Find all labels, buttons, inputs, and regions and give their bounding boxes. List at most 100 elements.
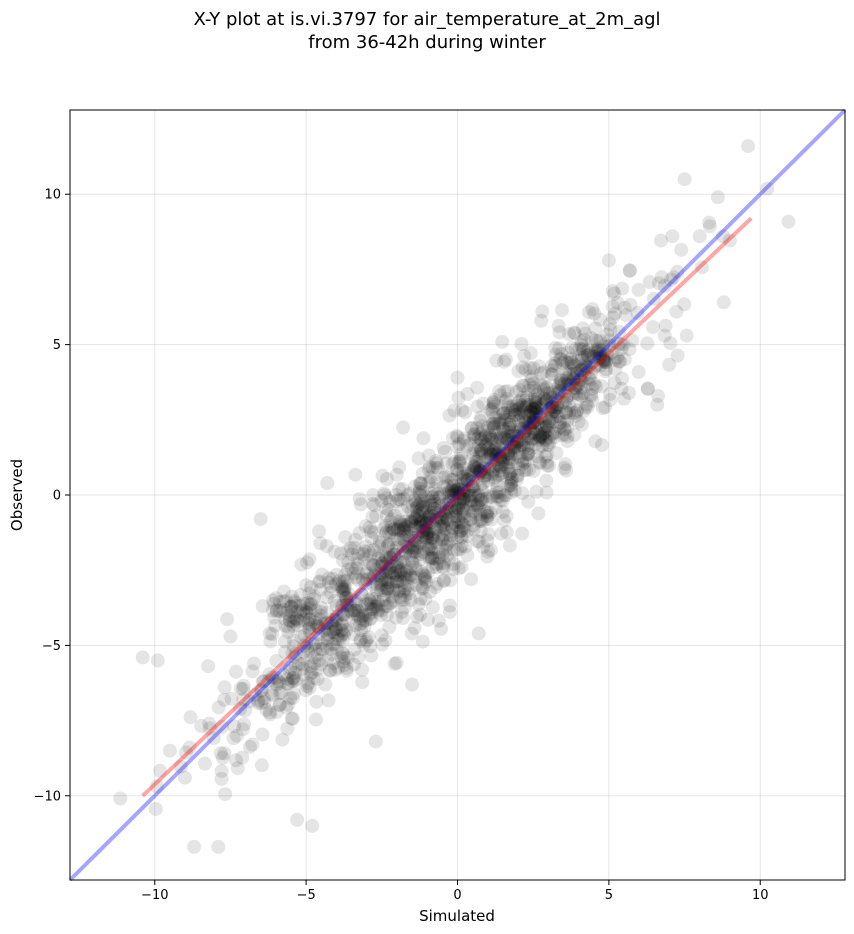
data-point: [334, 650, 349, 665]
data-point: [365, 557, 380, 572]
data-point: [760, 181, 775, 196]
data-point: [502, 466, 517, 481]
data-point: [393, 568, 408, 583]
data-point: [521, 441, 536, 456]
data-point: [361, 544, 376, 558]
data-point: [297, 638, 312, 653]
data-point: [376, 593, 391, 608]
data-point: [640, 382, 655, 396]
data-point: [413, 547, 428, 562]
data-point: [442, 598, 457, 613]
data-point: [630, 306, 645, 320]
data-point: [490, 489, 505, 504]
data-point: [293, 598, 308, 613]
data-point: [303, 601, 318, 616]
data-point: [498, 406, 513, 421]
data-point: [405, 540, 420, 555]
data-point: [450, 430, 465, 445]
data-point: [559, 463, 574, 478]
data-point: [301, 676, 316, 691]
data-point: [422, 550, 437, 564]
data-point: [361, 597, 375, 612]
data-point: [526, 361, 541, 376]
data-point: [389, 571, 404, 586]
data-point: [397, 592, 412, 607]
data-point: [542, 434, 557, 449]
data-point: [533, 431, 548, 446]
data-point: [465, 479, 480, 494]
data-point: [303, 597, 318, 612]
data-point: [238, 703, 253, 718]
data-point: [395, 482, 410, 497]
data-point: [351, 565, 366, 580]
data-point: [586, 349, 601, 364]
data-point: [502, 428, 516, 443]
data-point: [432, 491, 446, 505]
data-point: [236, 682, 250, 697]
data-point: [502, 417, 517, 432]
data-point: [593, 347, 608, 362]
data-point: [539, 379, 554, 394]
data-point: [343, 604, 358, 619]
data-point: [419, 522, 434, 537]
data-point: [412, 486, 427, 501]
data-point: [695, 260, 709, 275]
data-point: [436, 470, 451, 485]
data-point: [410, 538, 425, 553]
data-point: [537, 391, 551, 406]
data-point: [473, 524, 488, 539]
data-point: [410, 498, 425, 513]
data-point: [593, 349, 608, 364]
data-point: [454, 529, 469, 544]
data-point: [545, 363, 560, 378]
data-point: [521, 428, 536, 443]
data-point: [419, 517, 434, 532]
data-point: [425, 551, 440, 565]
data-point: [320, 631, 335, 646]
data-point: [300, 605, 315, 620]
data-point: [553, 377, 568, 391]
data-point: [443, 499, 458, 514]
data-point: [577, 358, 592, 373]
data-point: [353, 623, 368, 638]
data-point: [291, 656, 306, 671]
data-point: [602, 338, 617, 353]
data-point: [618, 308, 633, 323]
data-point: [540, 437, 555, 452]
data-point: [373, 575, 388, 590]
data-point: [495, 407, 510, 422]
data-point: [501, 455, 516, 470]
data-point: [413, 475, 428, 490]
data-point: [525, 405, 540, 420]
data-point: [504, 438, 519, 453]
data-point: [369, 599, 384, 614]
data-point: [510, 398, 524, 413]
data-point: [299, 635, 314, 650]
data-point: [393, 590, 408, 605]
data-point: [474, 443, 489, 458]
x-tick-label: 5: [605, 888, 613, 903]
data-point: [401, 586, 416, 601]
data-point: [391, 492, 406, 507]
data-point: [339, 623, 354, 637]
data-point: [595, 339, 610, 354]
data-point: [268, 618, 283, 633]
data-point: [375, 555, 390, 570]
data-point: [351, 573, 366, 587]
data-point: [256, 674, 271, 688]
data-point: [499, 391, 514, 406]
data-point: [602, 333, 617, 348]
data-point: [320, 476, 335, 490]
data-point: [378, 563, 393, 578]
data-point: [329, 611, 344, 626]
data-point: [587, 350, 601, 365]
data-point: [716, 295, 731, 310]
data-point: [574, 334, 589, 349]
data-point: [427, 505, 442, 520]
data-point: [434, 621, 449, 636]
data-point: [273, 686, 287, 701]
data-point: [363, 524, 378, 539]
data-point: [313, 642, 328, 656]
data-point: [531, 441, 546, 455]
data-point: [405, 556, 420, 570]
